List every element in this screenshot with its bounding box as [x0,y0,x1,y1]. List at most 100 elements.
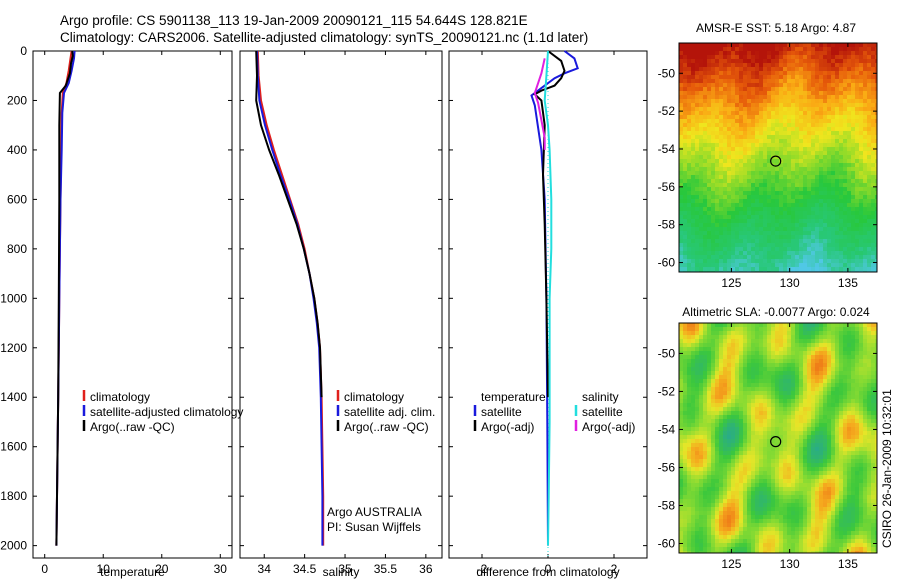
map-cell [711,203,715,207]
map-cell [735,263,739,267]
map-cell [755,163,759,167]
map-cell [791,159,795,163]
map-cell [719,231,723,235]
map-cell [715,51,719,55]
map-cell [679,379,683,383]
map-cell [843,255,847,259]
map-cell [719,183,723,187]
map-cell [739,191,743,195]
map-cell [767,67,771,71]
map-cell [875,459,877,463]
map-cell [711,363,715,367]
map-cell [807,259,811,263]
map-cell [819,139,823,143]
map-cell [751,255,755,259]
map-cell [803,371,807,375]
map-cell [831,55,835,59]
map-cell [715,227,719,231]
map-cell [703,199,707,203]
map-cell [723,171,727,175]
map-cell [815,463,819,467]
map-cell [699,227,703,231]
map-cell [863,335,867,339]
map-cell [695,187,699,191]
map-cell [843,391,847,395]
map-cell [843,95,847,99]
map-cell [715,135,719,139]
map-cell [763,235,767,239]
map-cell [835,435,839,439]
map-cell [839,263,843,267]
map-cell [799,231,803,235]
map-cell [791,215,795,219]
map-cell [751,171,755,175]
map-cell [803,67,807,71]
map-cell [759,347,763,351]
map-cell [703,99,707,103]
map-cell [687,151,691,155]
map-cell [851,83,855,87]
map-cell [703,375,707,379]
map-cell [799,419,803,423]
map-cell [831,347,835,351]
map-cell [743,399,747,403]
map-cell [767,423,771,427]
map-cell [759,111,763,115]
map-cell [803,175,807,179]
map-cell [723,103,727,107]
map-cell [827,395,831,399]
map-cell [743,439,747,443]
map-cell [759,431,763,435]
map-cell [855,339,859,343]
map-cell [811,323,815,327]
map-cell [827,51,831,55]
map-cell [803,75,807,79]
map-cell [875,255,877,259]
map-cell [691,267,695,271]
map-cell [751,79,755,83]
map-cell [723,127,727,131]
map-cell [699,451,703,455]
map-cell [763,55,767,59]
map-cell [867,235,871,239]
map-cell [831,195,835,199]
map-cell [691,135,695,139]
map-cell [759,87,763,91]
map-cell [831,455,835,459]
map-cell [727,103,731,107]
map-cell [771,99,775,103]
map-cell [795,67,799,71]
map-cell [679,407,683,411]
map-cell [803,187,807,191]
map-cell [783,415,787,419]
map-cell [747,211,751,215]
map-cell [875,43,877,47]
map-cell [811,175,815,179]
map-cell [695,171,699,175]
map-cell [795,175,799,179]
map-cell [767,371,771,375]
map-cell [711,263,715,267]
map-cell [703,255,707,259]
map-cell [703,147,707,151]
map-cell [763,395,767,399]
map-cell [843,159,847,163]
map-cell [843,215,847,219]
map-cell [823,403,827,407]
map-cell [683,179,687,183]
map-cell [771,355,775,359]
map-cell [839,255,843,259]
map-cell [871,267,875,271]
map-cell [847,327,851,331]
map-cell [687,155,691,159]
map-cell [799,267,803,271]
map-cell [847,203,851,207]
map-cell [739,335,743,339]
map-cell [827,175,831,179]
map-cell [807,439,811,443]
map-cell [867,343,871,347]
map-cell [827,463,831,467]
map-cell [779,415,783,419]
map-cell [875,323,877,327]
map-cell [795,259,799,263]
